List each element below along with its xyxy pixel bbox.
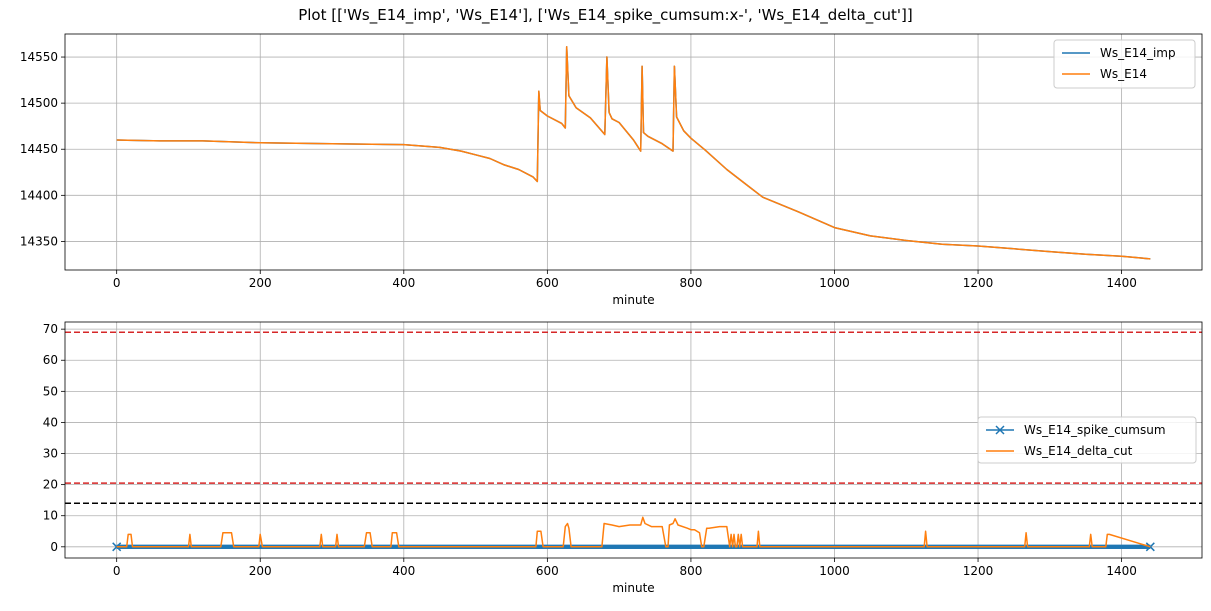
y-tick-label: 60 — [43, 353, 58, 367]
y-tick-label: 30 — [43, 447, 58, 461]
y-tick-label: 50 — [43, 384, 58, 398]
x-tick-label: 600 — [536, 564, 559, 578]
y-tick-label: 14500 — [20, 96, 58, 110]
plot-area — [116, 46, 1151, 260]
series-line — [116, 46, 1151, 260]
legend-box — [1053, 39, 1196, 89]
y-tick-label: 10 — [43, 509, 58, 523]
x-tick-label: 600 — [536, 276, 559, 290]
y-tick-label: 20 — [43, 478, 58, 492]
y-tick-label: 0 — [50, 540, 58, 554]
top-chart: 0 200 400 600 800 1000 1200 1400 14350 14400 14450… — [20, 33, 1203, 307]
figure-title: Plot [['Ws_E14_imp', 'Ws_E14'], ['Ws_E14… — [298, 6, 913, 24]
x-tick-label: 400 — [392, 276, 415, 290]
series-marker — [1145, 542, 1155, 552]
legend-label: Ws_E14 — [1100, 67, 1147, 81]
x-tick-label: 800 — [679, 564, 702, 578]
x-tick-label: 1400 — [1106, 564, 1137, 578]
x-tick-label: 1400 — [1106, 276, 1137, 290]
legend-marker — [995, 425, 1005, 435]
x-tick-label: 1000 — [819, 276, 850, 290]
x-tick-label: 400 — [392, 564, 415, 578]
y-tick-label: 14550 — [20, 50, 58, 64]
x-axis-label: minute — [612, 293, 654, 307]
x-tick-label: 1000 — [819, 564, 850, 578]
legend-label: Ws_E14_spike_cumsum — [1024, 423, 1166, 437]
legend-box — [977, 416, 1197, 464]
series-band — [116, 544, 1151, 549]
x-tick-label: 1200 — [963, 564, 994, 578]
legend-label: Ws_E14_delta_cut — [1024, 444, 1133, 458]
x-tick-label: 0 — [113, 276, 121, 290]
y-tick-label: 70 — [43, 322, 58, 336]
y-tick-label: 14350 — [20, 234, 58, 248]
axes-frame — [64, 33, 1203, 271]
x-tick-label: 800 — [679, 276, 702, 290]
x-tick-label: 200 — [249, 276, 272, 290]
x-axis-label: minute — [612, 581, 654, 595]
axes-frame — [64, 321, 1203, 559]
series-marker — [112, 542, 122, 552]
legend-label: Ws_E14_imp — [1100, 46, 1176, 60]
legend: Ws_E14_imp Ws_E14 — [1053, 39, 1196, 89]
x-tick-label: 200 — [249, 564, 272, 578]
y-tick-label: 14400 — [20, 188, 58, 202]
series-line — [116, 516, 1151, 548]
y-tick-label: 14450 — [20, 142, 58, 156]
legend: Ws_E14_spike_cumsum Ws_E14_delta_cut — [977, 416, 1197, 464]
series-line — [116, 46, 1151, 260]
x-tick-label: 0 — [113, 564, 121, 578]
x-tick-label: 1200 — [963, 276, 994, 290]
y-tick-label: 40 — [43, 415, 58, 429]
bottom-chart: 0 200 400 600 800 1000 1200 1400 0 10 20 30 40 50 60 70… — [43, 321, 1203, 595]
plot-area — [65, 331, 1202, 552]
